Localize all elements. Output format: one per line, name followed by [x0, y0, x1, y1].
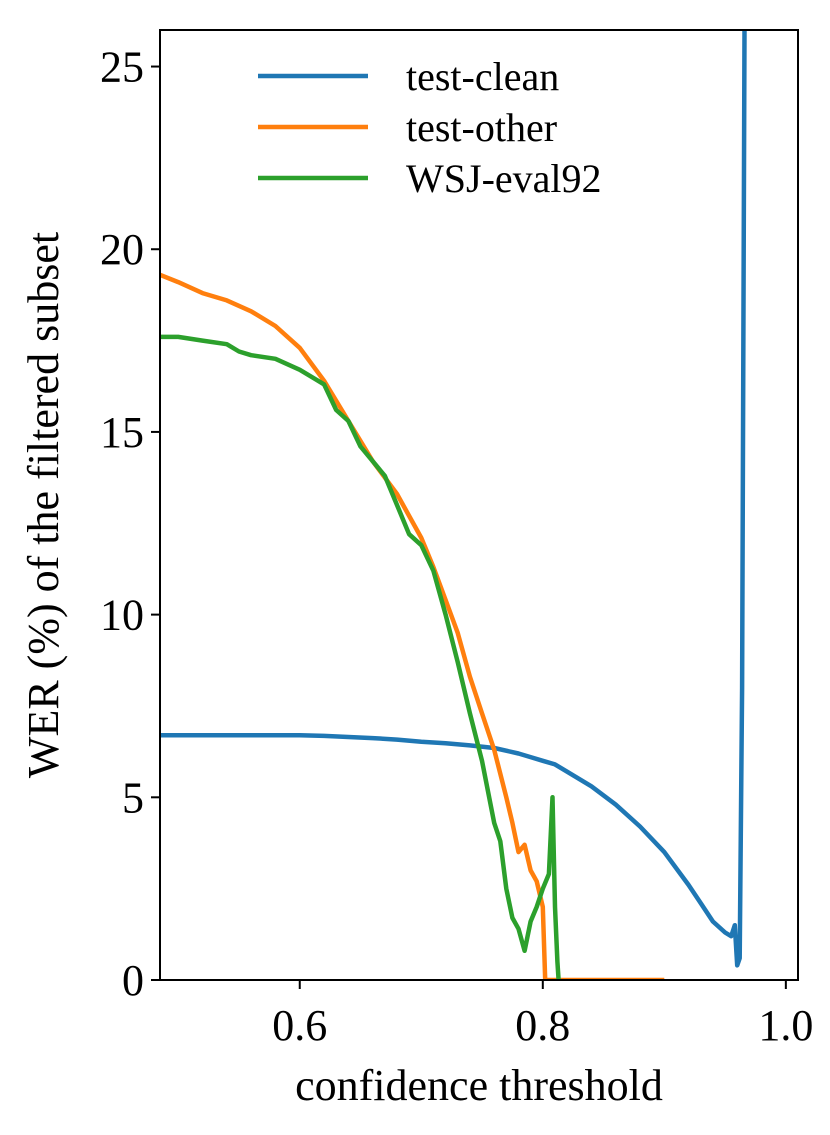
- legend-label: test-clean: [406, 54, 559, 99]
- series-line-1: [160, 272, 665, 980]
- x-tick-label: 0.6: [272, 1001, 327, 1050]
- y-tick-label: 15: [100, 408, 144, 457]
- y-tick-label: 20: [100, 225, 144, 274]
- series-layer: [160, 30, 747, 980]
- y-tick-label: 25: [100, 43, 144, 92]
- x-tick-label: 0.8: [515, 1001, 570, 1050]
- y-axis-label: WER (%) of the filtered subset: [19, 232, 68, 778]
- legend-label: WSJ-eval92: [406, 156, 602, 201]
- series-line-2: [160, 334, 561, 980]
- x-axis-label: confidence threshold: [295, 1061, 663, 1110]
- axes-frame: [159, 29, 799, 981]
- y-tick-label: 0: [122, 956, 144, 1005]
- legend: test-clean test-other WSJ-eval92: [258, 54, 602, 201]
- legend-label: test-other: [406, 105, 557, 150]
- plot-background: [160, 30, 798, 980]
- y-tick-label: 5: [122, 773, 144, 822]
- y-tick-label: 10: [100, 591, 144, 640]
- x-tick-label: 1.0: [758, 1001, 813, 1050]
- axes-layer: 0 5 10 15 20 25 0.6 0.8 1.0: [100, 29, 813, 1050]
- series-line-0: [160, 30, 747, 968]
- plot-area: [160, 30, 798, 980]
